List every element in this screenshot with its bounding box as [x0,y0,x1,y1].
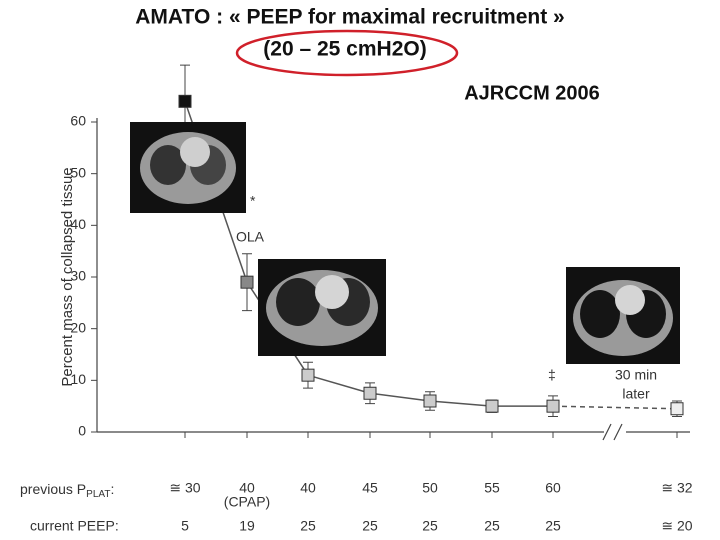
y-tick-label: 0 [78,423,86,439]
line-segment [552,405,678,410]
row-cell: 55 [484,480,500,496]
line-segment [307,374,371,394]
marker [363,386,377,400]
ct-image [258,259,386,356]
annotation: ‡ [548,367,556,383]
y-tick-label: 60 [70,113,86,129]
y-tick-label: 50 [70,164,86,180]
marker [485,399,499,413]
marker [178,94,192,108]
row-cell: 5 [181,518,189,534]
row-label-part: : [110,481,114,497]
y-tick-label: 10 [70,371,86,387]
row-cell: 19 [239,518,255,534]
ct-image [566,267,680,364]
row-cell: 25 [362,518,378,534]
title: AMATO : « PEEP for maximal recruitment » [135,6,564,29]
row-cell: 50 [422,480,438,496]
row-label-sub: PLAT [86,489,110,500]
marker [670,402,684,416]
line-segment [429,400,493,407]
annotation: later [622,386,650,402]
marker [240,275,254,289]
annotation: OLA [236,229,265,245]
source: AJRCCM 2006 [464,82,600,104]
row-cell: 40 [239,480,255,496]
row-cell: 60 [545,480,561,496]
y-tick-label: 20 [70,319,86,335]
row-label-part: previous P [20,481,86,497]
y-tick-label: 30 [70,268,86,284]
row-cell: 25 [545,518,561,534]
annotation: * [250,193,256,209]
row-cell: 25 [300,518,316,534]
row-cell: ≅ 20 [661,518,692,534]
marker [546,399,560,413]
y-axis-label: Percent mass of collapsed tissue [59,167,76,386]
ct-image [130,122,246,213]
highlight-ellipse [235,29,459,77]
row-cell: 45 [362,480,378,496]
subtitle: (20 – 25 cmH2O) [263,38,426,61]
row-cell: 25 [422,518,438,534]
row-note: (CPAP) [224,494,270,510]
row-label: previous PPLAT: [20,481,114,500]
annotation: 30 min [615,367,657,383]
line-segment [369,392,431,402]
row-cell: 25 [484,518,500,534]
marker [301,368,315,382]
row-label: current PEEP: [30,518,119,534]
row-cell: ≅ 30 [169,480,200,496]
row-cell: ≅ 32 [661,480,692,496]
axis-break [602,423,623,441]
row-cell: 40 [300,480,316,496]
y-tick-label: 40 [70,216,86,232]
marker [423,394,437,408]
